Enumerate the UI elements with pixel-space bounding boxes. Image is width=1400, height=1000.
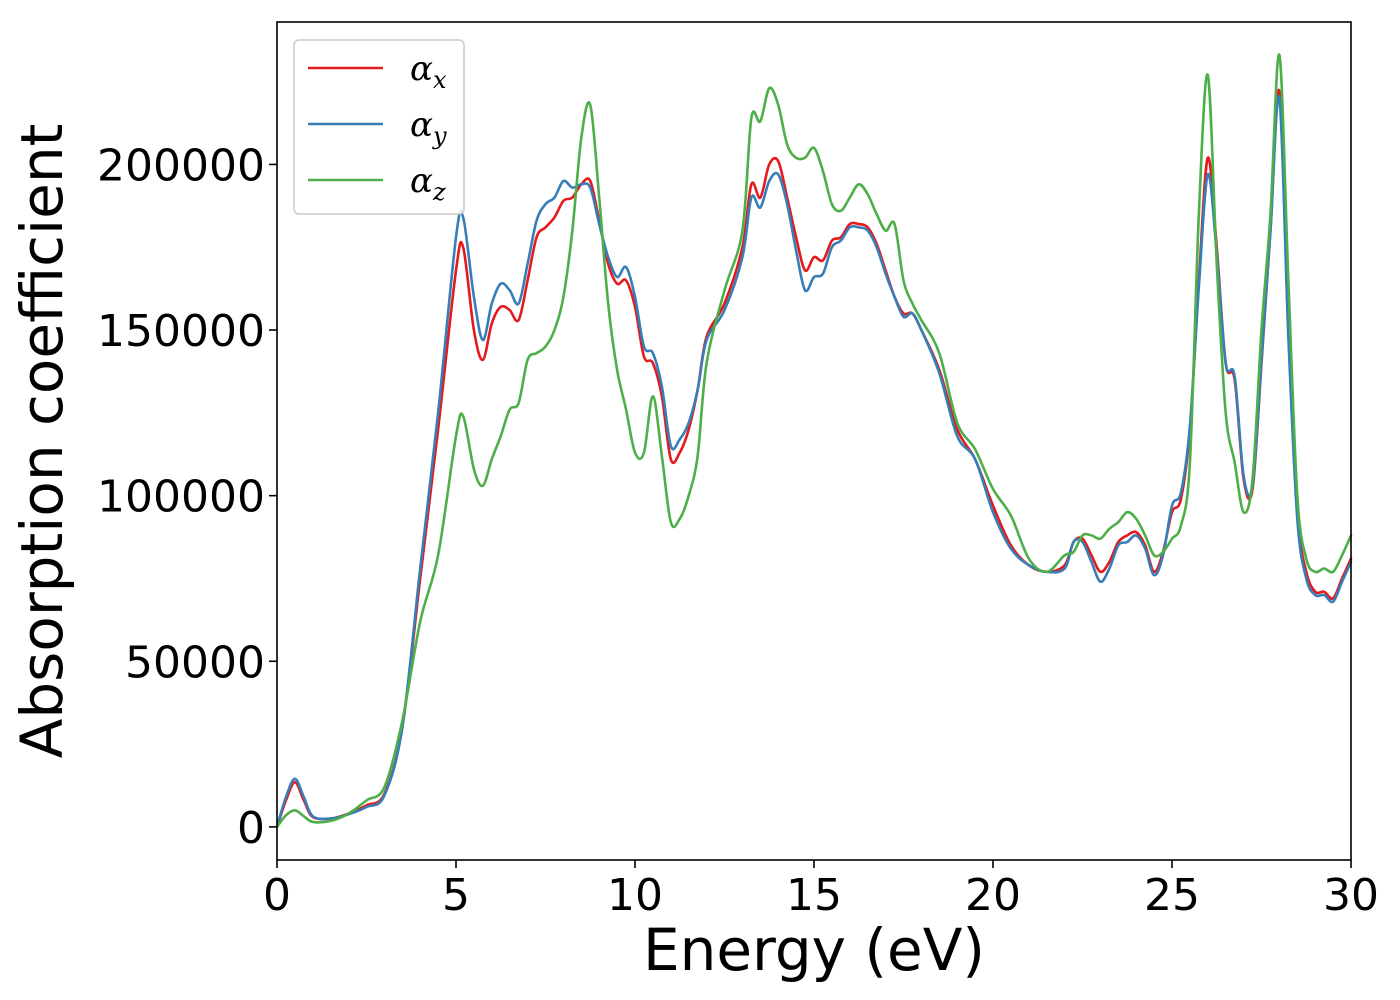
legend-label-subscript: y <box>432 122 447 150</box>
legend-label-y: αy <box>410 105 447 150</box>
x-tick-label: 5 <box>442 870 470 921</box>
y-tick-label: 150000 <box>97 306 265 357</box>
x-tick-label: 10 <box>607 870 663 921</box>
legend-label-subscript: x <box>433 66 447 94</box>
x-axis-ticks: 0 5 10 15 20 25 30 <box>263 860 1379 921</box>
x-tick-label: 20 <box>965 870 1021 921</box>
y-axis-label: Absorption coefficient <box>8 124 76 759</box>
x-tick-label: 30 <box>1323 870 1379 921</box>
legend-label-z: αz <box>410 161 446 206</box>
legend-label-base: α <box>410 49 433 89</box>
series-lines <box>275 53 1353 829</box>
y-tick-label: 0 <box>237 803 265 854</box>
legend-box <box>293 39 465 215</box>
legend-label-subscript: z <box>432 178 446 206</box>
y-tick-label: 50000 <box>125 637 265 688</box>
y-tick-label: 100000 <box>97 472 265 523</box>
legend-label-x: αx <box>410 49 447 94</box>
legend-label-base: α <box>410 161 433 201</box>
legend-label-base: α <box>410 105 433 145</box>
series-line-z <box>275 53 1353 829</box>
x-axis-label: Energy (eV) <box>643 916 985 984</box>
x-tick-label: 0 <box>263 870 291 921</box>
y-axis-ticks: 0 50000 100000 150000 200000 <box>97 140 277 854</box>
x-tick-label: 25 <box>1144 870 1200 921</box>
y-tick-label: 200000 <box>97 140 265 191</box>
x-tick-label: 15 <box>786 870 842 921</box>
